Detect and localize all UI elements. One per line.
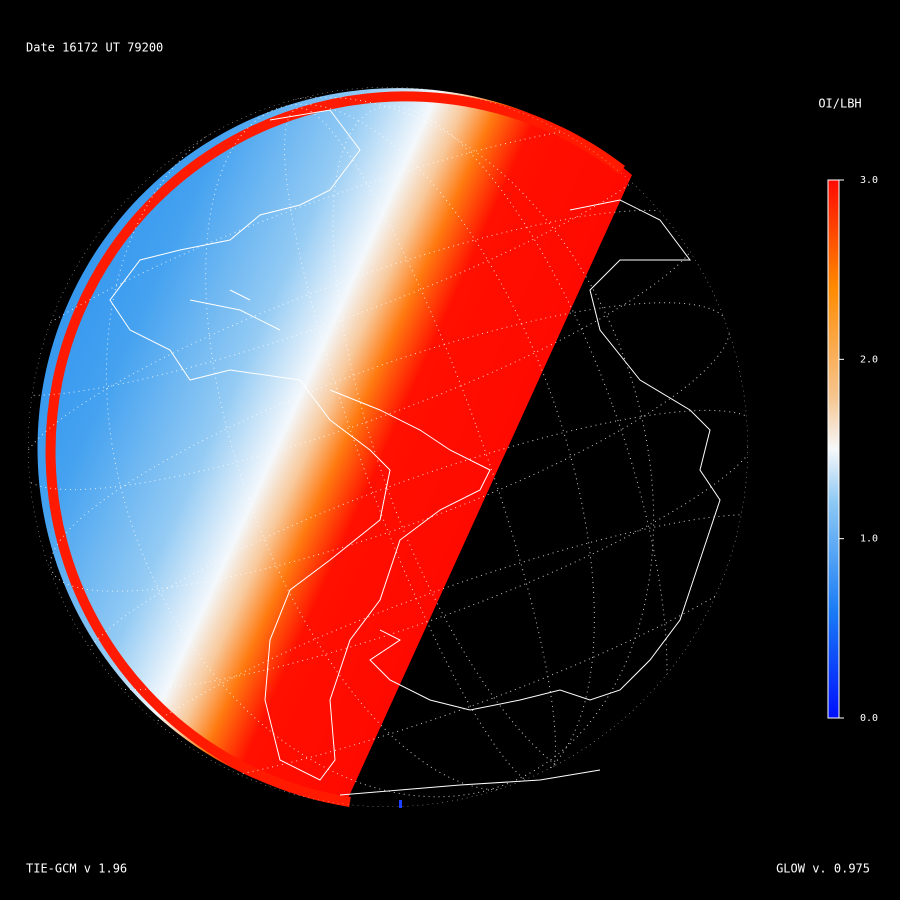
title: Date 16172 UT 79200 (26, 41, 163, 55)
footer-right: GLOW v. 0.975 (776, 862, 870, 876)
footer-left: TIE-GCM v 1.96 (26, 862, 127, 876)
dayside (37, 88, 633, 805)
colorbar-title: OI/LBH (818, 97, 861, 111)
limb-ring (45, 91, 626, 807)
colorbar: 3.0 2.0 1.0 0.0 (827, 175, 878, 724)
colorbar-tick-label: 3.0 (860, 175, 878, 186)
colorbar-ramp (827, 179, 840, 719)
colorbar-tick-label: 1.0 (860, 534, 878, 545)
colorbar-tick-label: 2.0 (860, 354, 878, 365)
marker (399, 800, 402, 808)
colorbar-tick-label: 0.0 (860, 713, 878, 724)
coastlines (109, 109, 721, 796)
globe (28, 87, 748, 808)
